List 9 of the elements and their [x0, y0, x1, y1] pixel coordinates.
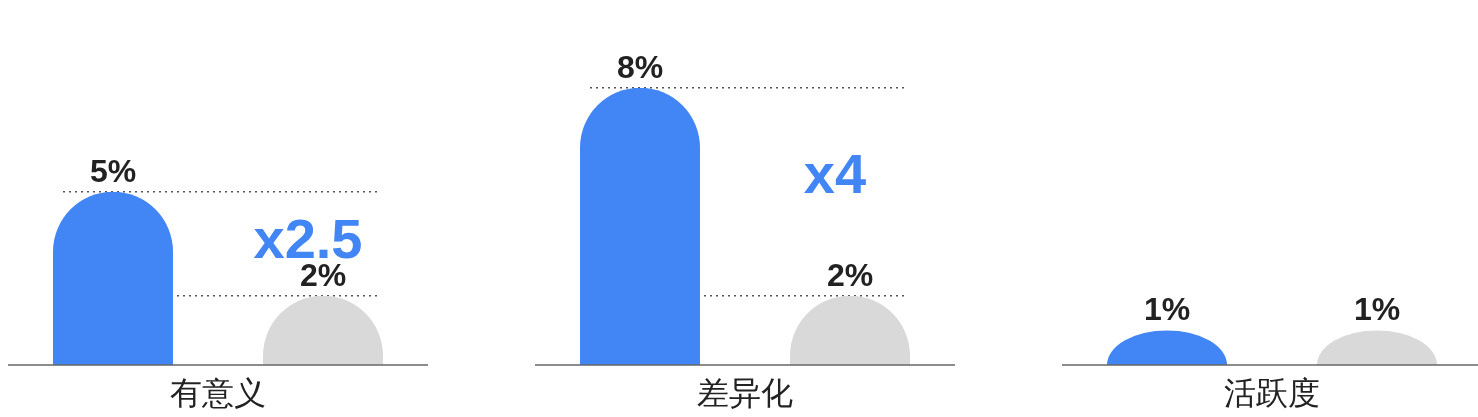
data-label: 8% — [616, 48, 664, 85]
data-label: 1% — [1353, 291, 1401, 328]
x-axis-title: 差异化 — [697, 375, 793, 411]
data-label: 2% — [826, 256, 874, 293]
x-axis-title: 有意义 — [170, 375, 266, 411]
annotation: x4 — [803, 142, 867, 206]
x-axis-title: 活跃度 — [1224, 375, 1320, 411]
data-label: 1% — [1143, 291, 1191, 328]
data-label: 5% — [89, 152, 137, 189]
